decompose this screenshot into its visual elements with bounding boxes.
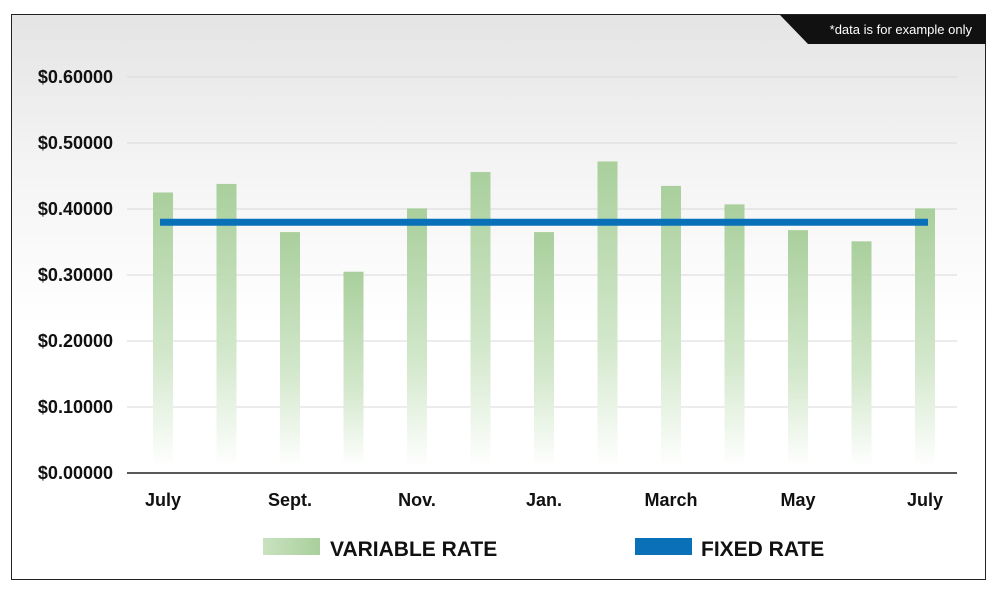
y-axis-ticks: $0.00000 $0.10000 $0.20000 $0.30000 $0.40000… [38,67,113,483]
x-tick-label: Sept. [268,490,312,510]
y-tick-label: $0.20000 [38,331,113,351]
bar-variable-rate [597,161,618,468]
x-tick-label: March [644,490,697,510]
bar-variable-rate [915,208,935,467]
variable-rate-bars [153,161,935,468]
y-tick-label: $0.10000 [38,397,113,417]
legend: VARIABLE RATE FIXED RATE [263,538,824,561]
bar-variable-rate [470,172,491,468]
legend-label-variable-rate: VARIABLE RATE [330,538,497,561]
bar-variable-rate [724,204,745,467]
bar-variable-rate [851,241,872,467]
bar-variable-rate [407,208,427,467]
y-tick-label: $0.40000 [38,199,113,219]
y-tick-label: $0.30000 [38,265,113,285]
bar-variable-rate [216,183,237,468]
bar-variable-rate [153,192,173,467]
example-note-badge: *data is for example only [780,15,986,44]
x-tick-label: July [145,490,181,510]
y-tick-label: $0.50000 [38,133,113,153]
bar-variable-rate [661,185,681,467]
bar-variable-rate [343,271,364,467]
x-tick-label: July [907,490,943,510]
bar-variable-rate [280,232,300,467]
x-axis-ticks: July Sept. Nov. Jan. March May July [145,490,943,510]
bar-variable-rate [788,230,808,467]
x-tick-label: Jan. [526,490,562,510]
example-note-text: *data is for example only [830,22,973,37]
x-tick-label: May [780,490,815,510]
legend-swatch-variable-rate [263,538,320,555]
chart-frame [11,14,986,580]
y-tick-label: $0.60000 [38,67,113,87]
legend-label-fixed-rate: FIXED RATE [701,538,824,561]
legend-swatch-fixed-rate [635,538,692,555]
x-tick-label: Nov. [398,490,436,510]
bar-variable-rate [534,232,554,467]
y-tick-label: $0.00000 [38,463,113,483]
